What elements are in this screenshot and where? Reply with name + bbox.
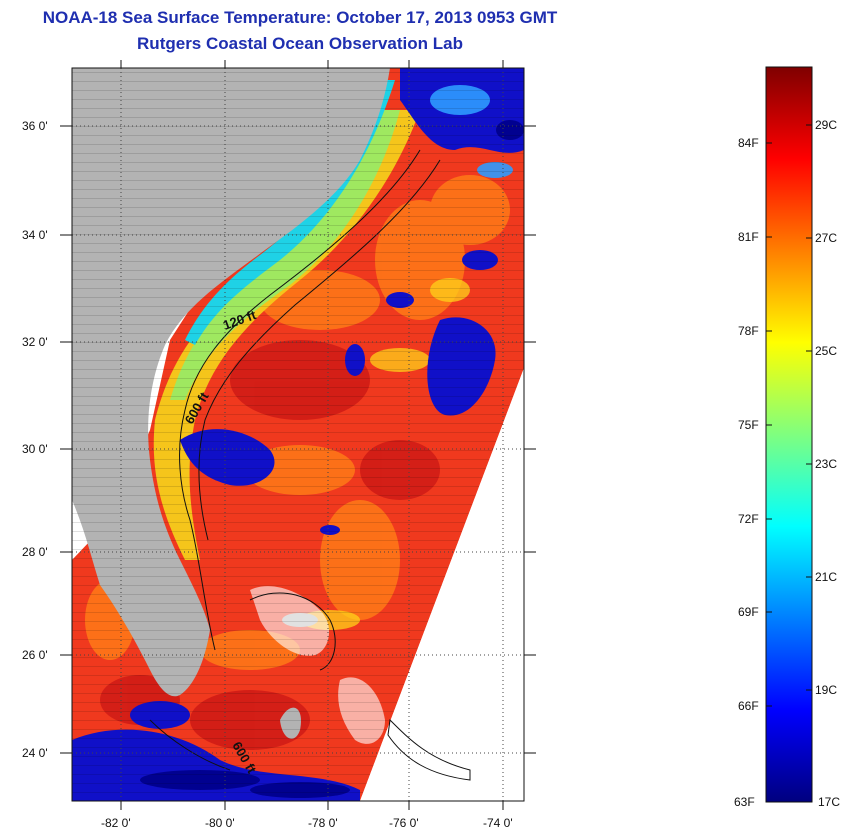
lat-label: 30 0' — [22, 442, 48, 456]
colorbar-ticks — [766, 124, 812, 707]
lon-label: -78 0' — [308, 816, 338, 830]
colorbar-f-label: 78F — [738, 324, 759, 338]
colorbar: 84F 81F 78F 75F 72F 69F 66F 63F 29C 27C … — [734, 66, 840, 809]
colorbar-c-label: 25C — [815, 344, 837, 358]
lon-label: -82 0' — [101, 816, 131, 830]
colorbar-c-label: 17C — [818, 795, 840, 809]
page-title: NOAA-18 Sea Surface Temperature: October… — [42, 8, 558, 27]
colorbar-c-label: 21C — [815, 570, 837, 584]
lon-label: -76 0' — [389, 816, 419, 830]
colorbar-f-label: 84F — [738, 136, 759, 150]
lat-label: 34 0' — [22, 228, 48, 242]
lat-label: 24 0' — [22, 746, 48, 760]
lon-label: -80 0' — [205, 816, 235, 830]
colorbar-c-label: 19C — [815, 683, 837, 697]
map-grid — [72, 68, 524, 801]
colorbar-f-label: 72F — [738, 512, 759, 526]
colorbar-f-label: 69F — [738, 605, 759, 619]
lat-label: 36 0' — [22, 119, 48, 133]
colorbar-f-label: 63F — [734, 795, 755, 809]
colorbar-c-label: 29C — [815, 118, 837, 132]
page-subtitle: Rutgers Coastal Ocean Observation Lab — [137, 34, 463, 53]
map-border — [71, 67, 525, 802]
lat-label: 32 0' — [22, 335, 48, 349]
longitude-labels: -82 0' -80 0' -78 0' -76 0' -74 0' — [101, 816, 513, 830]
bathymetry-contours — [149, 149, 441, 771]
colorbar-c-label: 23C — [815, 457, 837, 471]
lon-label: -74 0' — [483, 816, 513, 830]
colorbar-gradient — [765, 66, 813, 803]
latitude-labels: 36 0' 34 0' 32 0' 30 0' 28 0' 26 0' 24 0… — [22, 119, 48, 760]
lat-label: 26 0' — [22, 648, 48, 662]
colorbar-f-label: 75F — [738, 418, 759, 432]
map-area: 120 ft 600 ft 600 ft — [72, 68, 524, 801]
colorbar-c-label: 27C — [815, 231, 837, 245]
colorbar-f-label: 81F — [738, 230, 759, 244]
lat-label: 28 0' — [22, 545, 48, 559]
map-ticks — [60, 60, 536, 810]
colorbar-f-label: 66F — [738, 699, 759, 713]
